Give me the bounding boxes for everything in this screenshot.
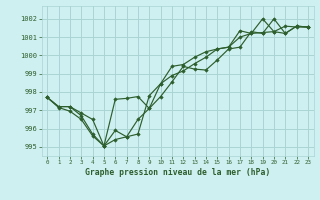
X-axis label: Graphe pression niveau de la mer (hPa): Graphe pression niveau de la mer (hPa) [85, 168, 270, 177]
